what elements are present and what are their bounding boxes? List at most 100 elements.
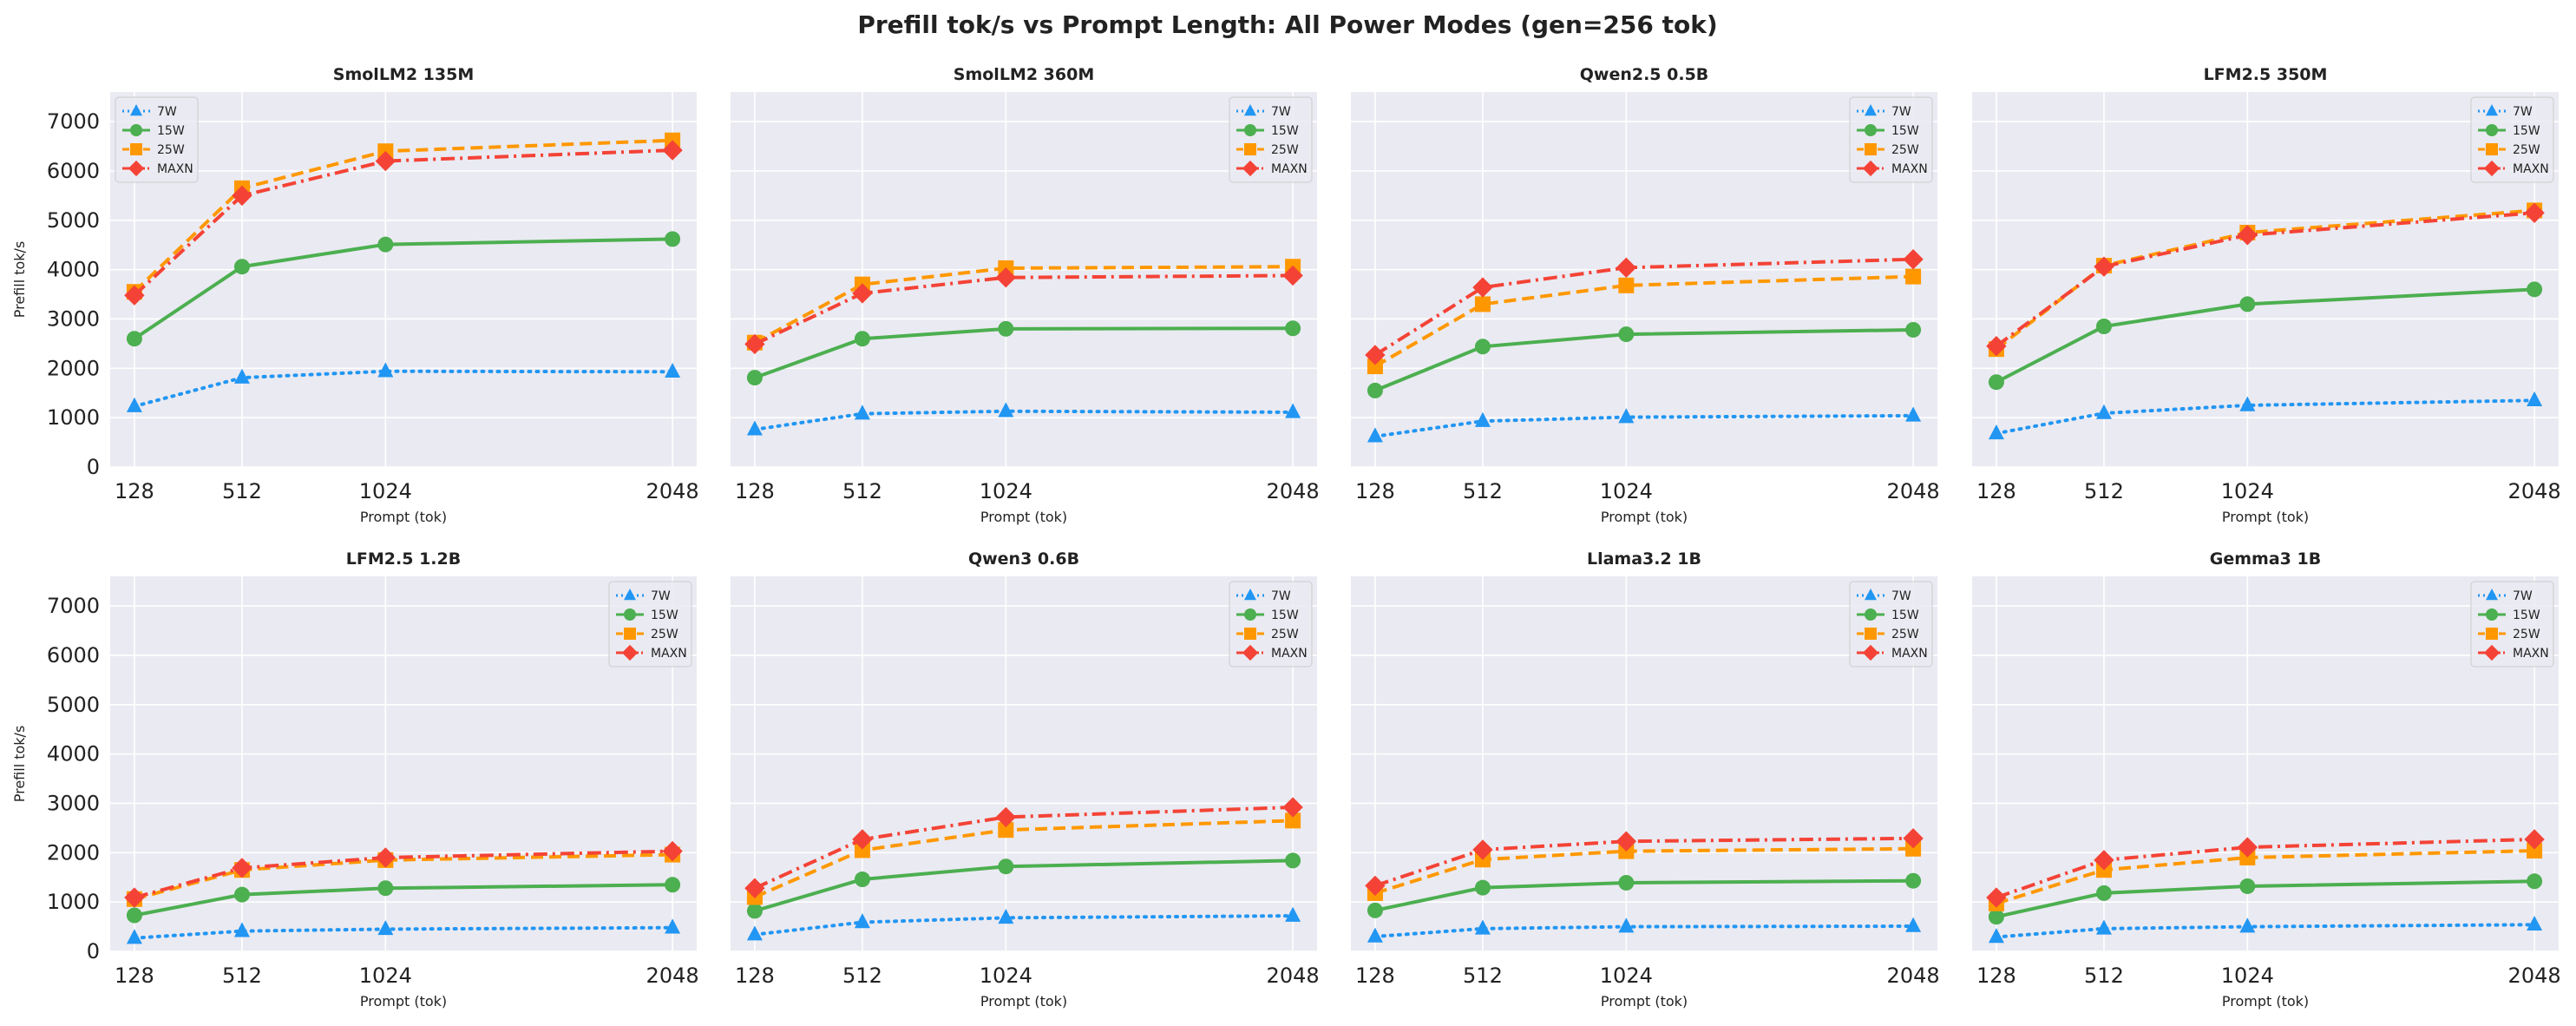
y-tick-label: 2000 [47, 356, 100, 380]
data-point-15w [1367, 382, 1383, 398]
data-point-7w [1618, 408, 1635, 424]
series-line-7w [132, 369, 675, 409]
x-tick-label: 512 [222, 964, 262, 988]
legend-marker [624, 628, 636, 640]
legend-marker [1865, 124, 1877, 136]
data-point-25w [854, 842, 870, 858]
series-line-maxn [1373, 257, 1914, 357]
panel-title: SmolLM2 135M [333, 65, 474, 84]
data-point-maxn [375, 150, 397, 172]
data-point-7w [377, 920, 394, 936]
panel-title: LFM2.5 1.2B [346, 549, 461, 569]
data-point-7w [126, 397, 142, 412]
y-tick-label: 6000 [47, 643, 100, 668]
data-point-maxn [1282, 797, 1303, 818]
legend-entry-label: 25W [1271, 143, 1299, 157]
data-point-maxn [2237, 225, 2258, 246]
x-axis-label: Prompt (tok) [360, 509, 447, 525]
series-line-15w [1995, 287, 2535, 385]
y-tick-label: 4000 [47, 742, 100, 766]
series-line-maxn [754, 806, 1294, 891]
legend-marker [2486, 143, 2498, 155]
data-point-15w [998, 858, 1014, 875]
legend-entry-label: 15W [1891, 124, 1919, 138]
legend-entry-label: 15W [2513, 124, 2540, 138]
data-point-15w [2527, 873, 2543, 890]
legend-entry-label: 25W [1271, 628, 1299, 641]
data-point-15w [1474, 879, 1491, 896]
legend-marker [1244, 124, 1256, 136]
legend-entry-label: 25W [1891, 628, 1919, 641]
legend-entry-label: 25W [2513, 143, 2540, 157]
legend: 7W 15W 25W MAXN [2470, 96, 2554, 183]
legend-entry-label: MAXN [2513, 162, 2549, 176]
legend-marker [1865, 628, 1877, 640]
panel-title: Gemma3 1B [2210, 549, 2321, 569]
chart-panel: Qwen3 0.6B 128 512 1024 2048 Prompt (tok) 7W 15… [731, 549, 1320, 1010]
series-line-maxn [754, 273, 1294, 346]
data-point-maxn [1903, 828, 1924, 849]
x-axis-label: Prompt (tok) [2222, 509, 2309, 525]
data-point-maxn [852, 829, 873, 850]
data-point-7w [998, 908, 1014, 924]
data-point-15w [1988, 374, 2004, 391]
data-point-maxn [232, 858, 252, 878]
data-point-maxn [662, 840, 683, 862]
series-line-15w [1374, 327, 1914, 392]
x-tick-label: 128 [115, 964, 154, 988]
x-tick-label: 128 [735, 479, 775, 503]
panel-title: Qwen2.5 0.5B [1580, 65, 1709, 84]
panel-title: LFM2.5 350M [2204, 65, 2328, 84]
data-point-7w [1285, 403, 1301, 418]
series-line-15w [1374, 878, 1914, 912]
legend-entry-label: 15W [157, 124, 185, 138]
y-tick-label: 2000 [47, 840, 100, 865]
x-tick-label: 2048 [646, 964, 699, 988]
data-point-15w [377, 236, 394, 253]
data-point-maxn [124, 285, 145, 306]
chart-panel: SmolLM2 135M 128 512 1024 2048 Prompt (tok) 0 1… [11, 65, 699, 525]
data-point-maxn [2524, 202, 2545, 223]
data-point-15w [2239, 878, 2256, 894]
data-point-15w [1905, 872, 1922, 889]
legend-marker [621, 644, 639, 661]
legend-marker [1244, 628, 1256, 640]
data-point-7w [1285, 906, 1301, 922]
legend-entry-label: 25W [1891, 143, 1919, 157]
legend: 7W 15W 25W MAXN [1229, 96, 1313, 183]
data-point-maxn [995, 267, 1017, 288]
data-point-15w [126, 907, 142, 924]
legend-marker [2486, 588, 2498, 601]
data-point-7w [1618, 917, 1635, 933]
data-point-15w [746, 370, 763, 386]
data-point-15w [233, 886, 250, 903]
legend-marker [1242, 644, 1259, 661]
data-point-25w [1905, 268, 1922, 285]
data-point-15w [2527, 281, 2543, 298]
legend-entry-label: 7W [1271, 589, 1291, 603]
x-tick-label: 512 [1463, 964, 1503, 988]
x-tick-label: 2048 [2508, 479, 2561, 503]
legend-entry-label: 15W [651, 608, 678, 622]
data-point-maxn [1903, 248, 1924, 270]
data-point-7w [854, 404, 870, 420]
x-tick-label: 128 [115, 479, 154, 503]
legend-marker [1865, 143, 1877, 155]
data-point-maxn [1365, 345, 1386, 365]
x-axis-label: Prompt (tok) [980, 509, 1067, 525]
y-tick-label: 7000 [47, 594, 100, 618]
data-point-25w [1618, 277, 1635, 293]
series-line-maxn [1995, 211, 2535, 348]
data-point-7w [2095, 919, 2112, 935]
data-point-maxn [1472, 277, 1493, 298]
data-point-maxn [1365, 875, 1386, 897]
data-point-7w [998, 402, 1014, 418]
plot-area [110, 92, 697, 467]
series-line-7w [752, 409, 1295, 431]
y-tick-label: 0 [87, 939, 100, 964]
data-point-15w [746, 903, 763, 919]
series-line-7w [752, 914, 1295, 937]
data-point-25w [1367, 358, 1383, 375]
series-line-7w [1373, 413, 1916, 438]
data-point-maxn [744, 333, 765, 355]
